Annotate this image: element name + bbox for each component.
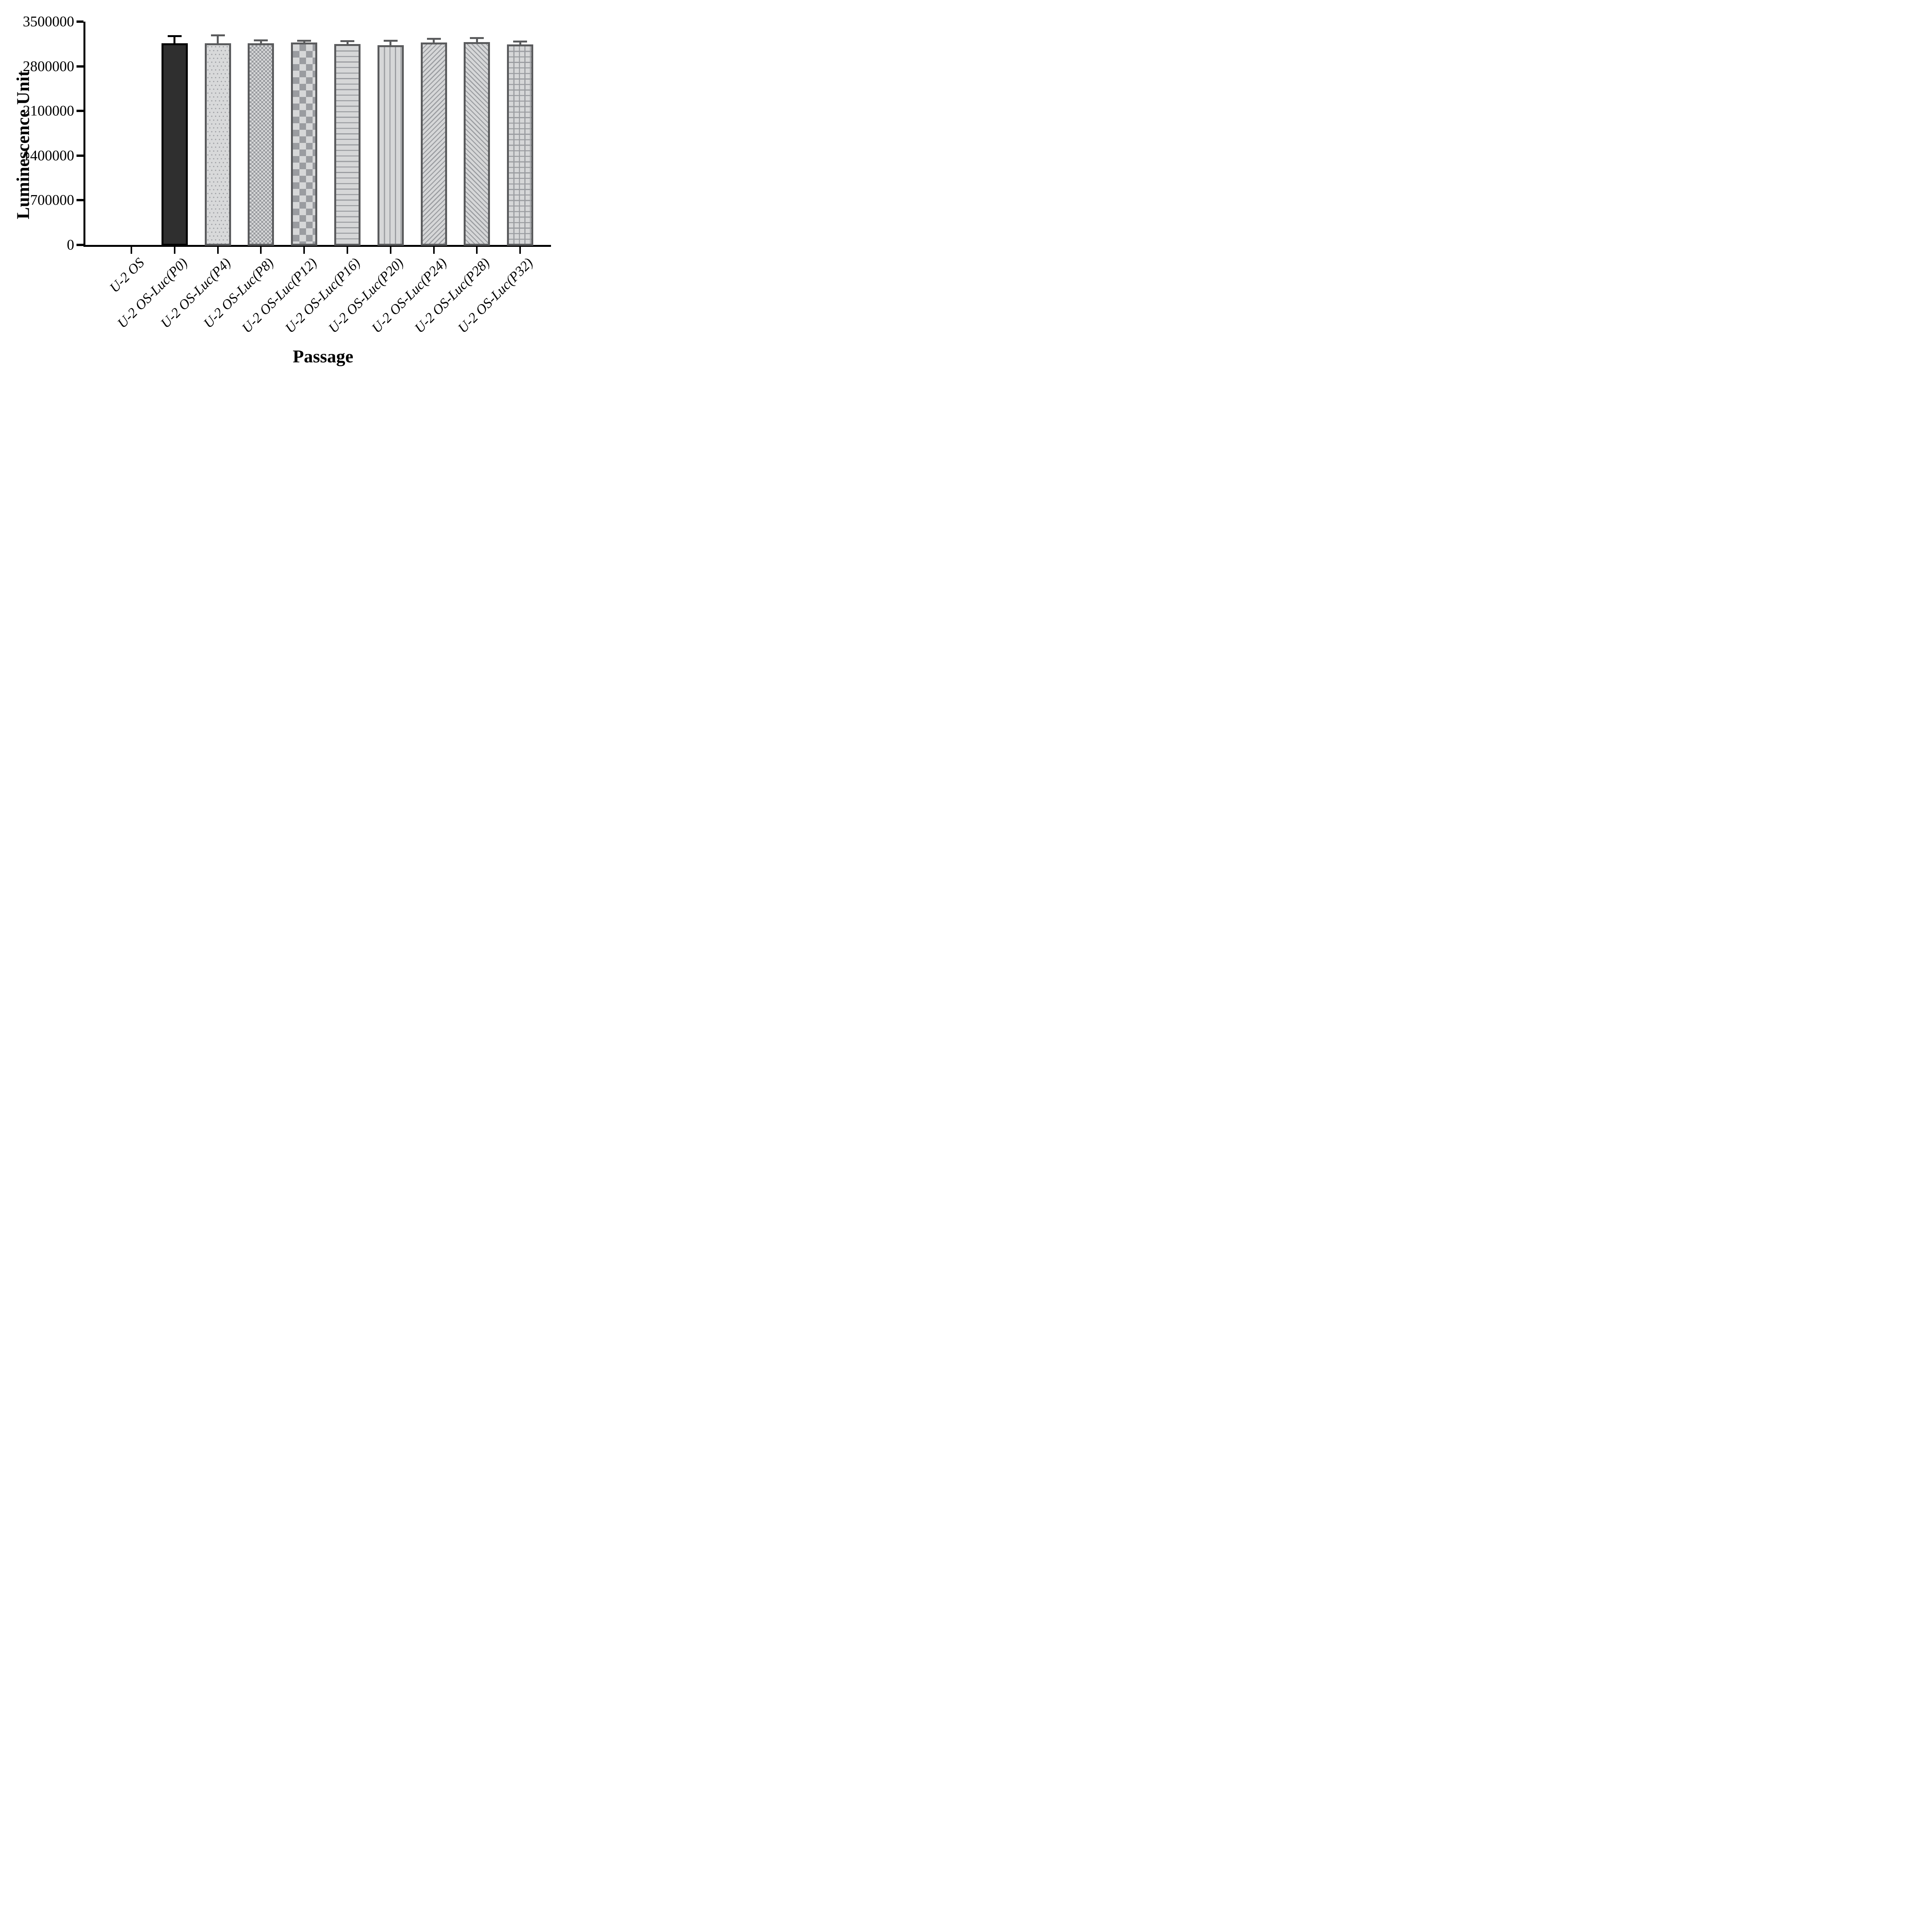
bar-u-2-os-luc-p12 bbox=[291, 42, 318, 246]
error-bar-stem bbox=[389, 41, 392, 48]
x-tick-label-text: U-2 OS-Luc(P32) bbox=[455, 255, 536, 336]
bar-u-2-os-luc-p0 bbox=[161, 43, 188, 246]
error-bar-cap bbox=[167, 35, 182, 37]
x-tick-label-text: U-2 OS-Luc(P24) bbox=[368, 255, 450, 336]
y-axis-line bbox=[83, 22, 85, 247]
error-bar-cap bbox=[513, 40, 527, 42]
y-tick-label: 0 bbox=[67, 237, 74, 253]
x-tick bbox=[389, 247, 391, 254]
x-tick bbox=[131, 247, 132, 254]
error-bar-stem bbox=[173, 36, 176, 46]
x-tick bbox=[217, 247, 219, 254]
error-bar-cap bbox=[297, 40, 311, 42]
y-tick bbox=[77, 65, 83, 68]
x-tick bbox=[433, 247, 435, 254]
bar-u-2-os-luc-p8 bbox=[248, 43, 274, 246]
y-tick-label: 2100000 bbox=[23, 103, 74, 119]
y-tick bbox=[77, 20, 83, 23]
bar-u-2-os-luc-p20 bbox=[377, 45, 404, 246]
error-bar-stem bbox=[217, 35, 219, 46]
y-tick bbox=[77, 154, 83, 157]
error-bar-cap bbox=[340, 40, 354, 42]
bar-u-2-os-luc-p4 bbox=[204, 43, 231, 246]
y-tick-label: 3500000 bbox=[23, 14, 74, 30]
x-tick-label-text: U-2 OS bbox=[106, 255, 147, 296]
bar-u-2-os-luc-p32 bbox=[507, 44, 534, 246]
error-bar-stem bbox=[346, 41, 349, 46]
error-bar-cap bbox=[383, 40, 398, 42]
x-tick bbox=[519, 247, 521, 254]
x-tick bbox=[347, 247, 348, 254]
y-tick-label: 2800000 bbox=[23, 58, 74, 75]
error-bar-stem bbox=[433, 39, 435, 45]
error-bar-cap bbox=[470, 37, 484, 39]
bar-u-2-os-luc-p16 bbox=[334, 44, 361, 246]
x-tick-label-text: U-2 OS-Luc(P16) bbox=[282, 255, 363, 336]
error-bar-cap bbox=[211, 34, 225, 36]
bar-chart-figure: Luminescence Unit Passage 0 700000 1400000… bbox=[0, 0, 567, 385]
x-tick-label-text: U-2 OS-Luc(P28) bbox=[412, 255, 493, 336]
y-tick bbox=[77, 244, 83, 246]
error-bar-cap bbox=[254, 39, 268, 42]
y-tick-label: 700000 bbox=[30, 192, 74, 209]
y-tick bbox=[77, 199, 83, 202]
x-tick bbox=[476, 247, 478, 254]
x-tick-label-text: U-2 OS-Luc(P20) bbox=[325, 255, 406, 336]
error-bar-stem bbox=[519, 41, 521, 47]
x-tick bbox=[303, 247, 305, 254]
error-bar-stem bbox=[476, 38, 478, 44]
y-tick bbox=[77, 110, 83, 112]
x-tick-label-text: U-2 OS-Luc(P12) bbox=[239, 255, 320, 336]
x-axis-line bbox=[83, 245, 551, 247]
error-bar-cap bbox=[427, 38, 441, 40]
x-tick bbox=[173, 247, 175, 254]
x-tick bbox=[260, 247, 262, 254]
bar-u-2-os-luc-p24 bbox=[420, 42, 447, 246]
x-axis-title: Passage bbox=[293, 347, 354, 367]
error-bar-stem bbox=[260, 40, 262, 46]
bar-u-2-os-luc-p28 bbox=[464, 42, 490, 246]
y-tick-label: 1400000 bbox=[23, 147, 74, 164]
